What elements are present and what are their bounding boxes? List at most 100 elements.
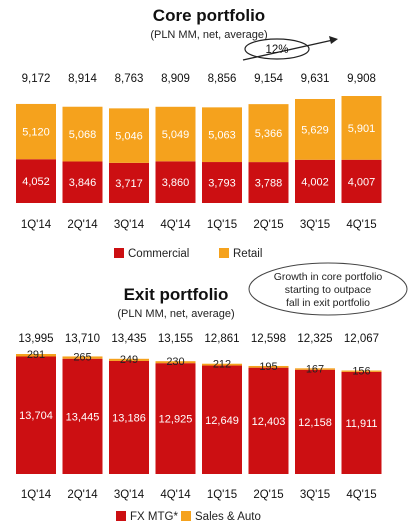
bar-sales-auto-3q-14 xyxy=(109,358,149,361)
bar-sales-auto-4q-15 xyxy=(341,370,382,372)
x-tick-4q-14: 4Q'14 xyxy=(160,489,191,501)
value-label-commercial-3q-15: 4,002 xyxy=(301,176,329,188)
x-tick-4q-14: 4Q'14 xyxy=(160,219,191,231)
value-label-fx-mtg-3q-14: 13,186 xyxy=(112,412,146,424)
exit-legend: FX MTG* Sales & Auto xyxy=(116,511,261,523)
bar-retail-3q-14 xyxy=(109,108,149,163)
value-label-retail-4q-15: 5,901 xyxy=(348,123,376,135)
bar-fx-mtg-2q-15 xyxy=(248,367,289,474)
value-label-commercial-1q-15: 3,793 xyxy=(208,178,236,190)
exit-subtitle: (PLN MM, net, average) xyxy=(117,308,234,320)
value-label-commercial-3q-14: 3,717 xyxy=(115,178,143,190)
bar-sales-auto-1q-14 xyxy=(16,354,56,357)
x-tick-1q-14: 1Q'14 xyxy=(21,489,52,501)
core-chart: 4,052 5,120 9,172 1Q'14 3,846 5,068 8,914 2Q'14… xyxy=(16,73,382,231)
value-label-commercial-4q-15: 4,007 xyxy=(348,176,376,188)
total-label-2q-15: 12,598 xyxy=(251,333,286,345)
growth-ellipse xyxy=(244,38,310,60)
growth-arrow-head xyxy=(329,36,338,44)
exit-chart: 13,704 291 13,995 1Q'14 13,445 265 13,710 2Q'14… xyxy=(16,333,382,501)
value-label-fx-mtg-4q-15: 11,911 xyxy=(345,418,377,430)
x-tick-3q-14: 3Q'14 xyxy=(114,489,145,501)
value-label-sales-auto-4q-14: 230 xyxy=(166,356,184,368)
value-label-retail-4q-14: 5,049 xyxy=(162,129,190,141)
total-label-4q-14: 8,909 xyxy=(161,73,190,85)
bar-sales-auto-1q-15 xyxy=(202,363,242,366)
value-label-retail-1q-15: 5,063 xyxy=(208,130,236,142)
value-label-fx-mtg-1q-14: 13,704 xyxy=(19,410,53,422)
bar-retail-4q-14 xyxy=(155,106,196,162)
legend-swatch-sales-auto xyxy=(181,511,191,521)
note-line-2: starting to outpace xyxy=(285,284,372,296)
bar-fx-mtg-3q-15 xyxy=(295,369,335,474)
x-tick-4q-15: 4Q'15 xyxy=(346,219,376,231)
bar-fx-mtg-4q-15 xyxy=(341,371,382,474)
bar-fx-mtg-4q-14 xyxy=(155,363,196,474)
value-label-retail-2q-15: 5,366 xyxy=(255,128,283,140)
value-label-commercial-1q-14: 4,052 xyxy=(22,176,50,188)
value-label-sales-auto-3q-14: 249 xyxy=(120,354,138,366)
total-label-3q-14: 8,763 xyxy=(115,73,144,85)
legend-label-commercial: Commercial xyxy=(128,248,189,260)
bar-retail-3q-15 xyxy=(295,98,335,160)
value-label-retail-2q-14: 5,068 xyxy=(69,129,97,141)
x-tick-2q-14: 2Q'14 xyxy=(67,219,98,231)
value-label-fx-mtg-2q-15: 12,403 xyxy=(252,416,286,428)
legend-label-fx-mtg: FX MTG* xyxy=(130,511,178,523)
total-label-4q-15: 9,908 xyxy=(347,73,376,85)
legend-label-sales-auto: Sales & Auto xyxy=(195,511,261,523)
value-label-fx-mtg-4q-14: 12,925 xyxy=(159,414,193,426)
total-label-2q-14: 13,710 xyxy=(65,333,100,345)
total-label-3q-15: 12,325 xyxy=(297,333,332,345)
note-bubble: Growth in core portfolio starting to out… xyxy=(248,262,408,316)
x-tick-4q-15: 4Q'15 xyxy=(346,489,376,501)
bar-fx-mtg-2q-14 xyxy=(62,358,103,474)
x-tick-1q-14: 1Q'14 xyxy=(21,219,52,231)
value-label-sales-auto-4q-15: 156 xyxy=(352,366,370,378)
total-label-1q-15: 12,861 xyxy=(204,333,239,345)
value-label-sales-auto-2q-14: 265 xyxy=(73,351,91,363)
bar-commercial-3q-15 xyxy=(295,159,335,203)
legend-swatch-retail xyxy=(219,248,229,258)
bar-commercial-4q-14 xyxy=(155,161,196,203)
core-legend: Commercial Retail xyxy=(114,248,262,260)
value-label-retail-3q-14: 5,046 xyxy=(115,131,143,143)
bar-sales-auto-2q-14 xyxy=(62,356,103,359)
bar-retail-2q-15 xyxy=(248,104,289,163)
x-tick-1q-15: 1Q'15 xyxy=(207,219,237,231)
growth-indicator: 12% xyxy=(242,36,338,61)
x-tick-3q-14: 3Q'14 xyxy=(114,219,145,231)
bar-commercial-3q-14 xyxy=(109,162,149,203)
x-tick-2q-14: 2Q'14 xyxy=(67,489,98,501)
bar-commercial-2q-14 xyxy=(62,161,103,203)
x-tick-3q-15: 3Q'15 xyxy=(300,489,330,501)
x-tick-1q-15: 1Q'15 xyxy=(207,489,237,501)
total-label-4q-14: 13,155 xyxy=(158,333,193,345)
bar-commercial-1q-15 xyxy=(202,162,242,203)
note-line-1: Growth in core portfolio xyxy=(274,271,383,283)
exit-title: Exit portfolio xyxy=(124,285,229,304)
note-line-3: fall in exit portfolio xyxy=(286,297,370,309)
bar-retail-1q-14 xyxy=(16,103,56,160)
growth-arrow-line xyxy=(242,39,334,61)
note-cloud xyxy=(248,262,408,316)
total-label-2q-15: 9,154 xyxy=(254,73,283,85)
value-label-fx-mtg-1q-15: 12,649 xyxy=(205,415,239,427)
total-label-2q-14: 8,914 xyxy=(68,73,97,85)
value-label-sales-auto-1q-15: 212 xyxy=(213,359,231,371)
value-label-sales-auto-3q-15: 167 xyxy=(306,363,324,375)
total-label-1q-14: 9,172 xyxy=(22,73,51,85)
bar-retail-2q-14 xyxy=(62,106,103,162)
total-label-3q-15: 9,631 xyxy=(301,73,330,85)
value-label-fx-mtg-3q-15: 12,158 xyxy=(298,417,332,429)
total-label-1q-14: 13,995 xyxy=(18,333,53,345)
bar-sales-auto-2q-15 xyxy=(248,365,289,368)
bar-fx-mtg-1q-15 xyxy=(202,365,242,474)
total-label-1q-15: 8,856 xyxy=(208,73,237,85)
bar-retail-4q-15 xyxy=(341,96,382,160)
x-tick-3q-15: 3Q'15 xyxy=(300,219,330,231)
x-tick-2q-15: 2Q'15 xyxy=(253,219,283,231)
legend-label-retail: Retail xyxy=(233,248,262,260)
value-label-sales-auto-1q-14: 291 xyxy=(27,349,45,361)
